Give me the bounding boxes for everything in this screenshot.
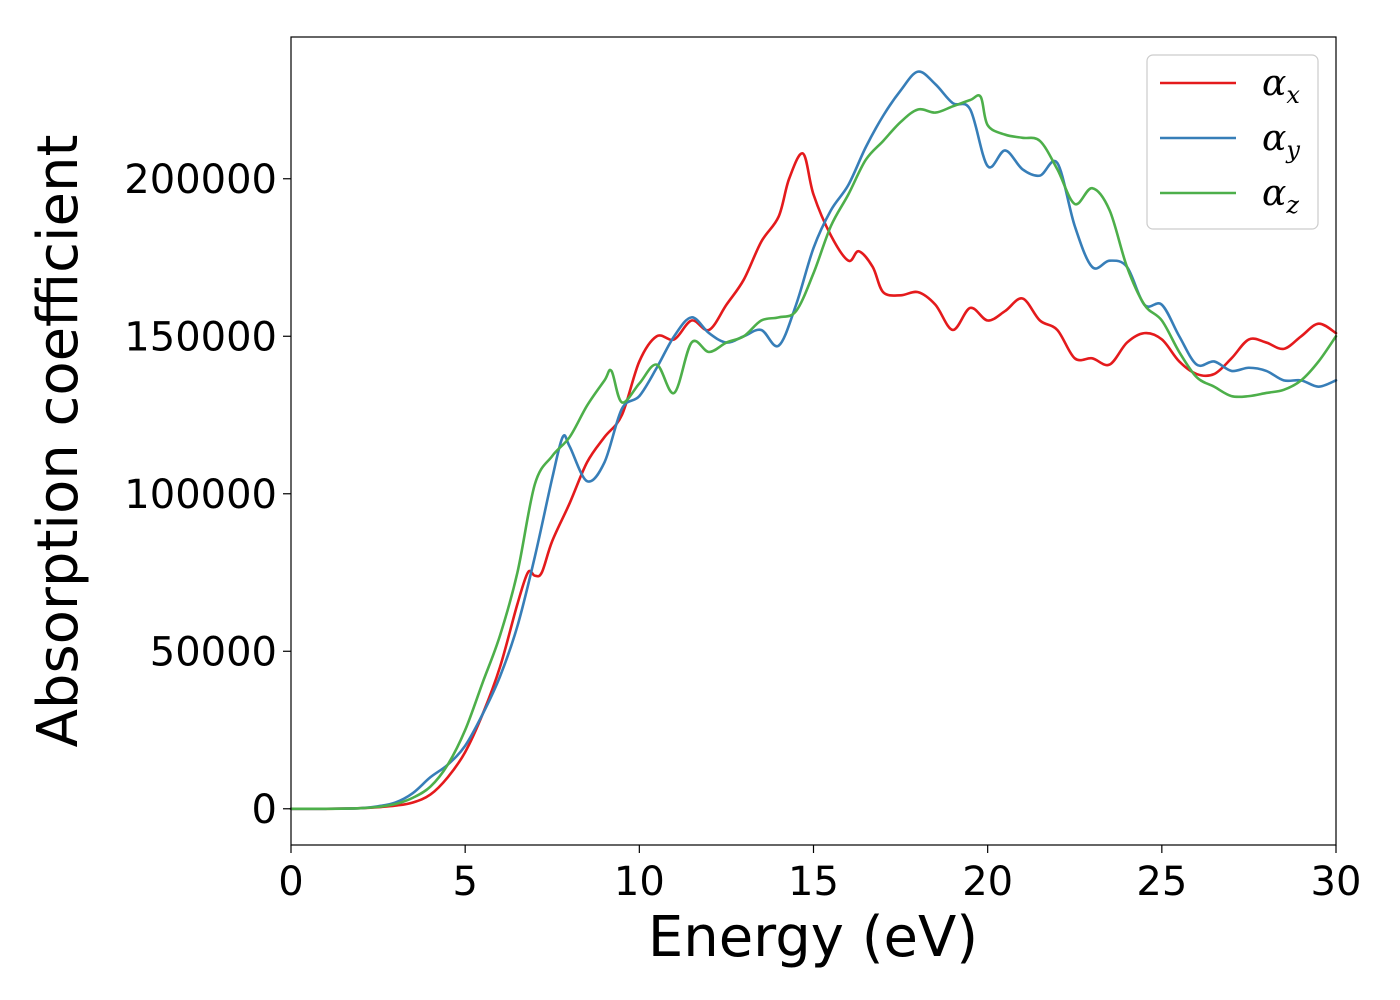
x-tick-label: 25	[1136, 859, 1187, 905]
legend: αx αy αz	[1146, 54, 1319, 230]
y-tick-label: 100000	[124, 472, 277, 518]
legend-label-x: αx	[1262, 63, 1300, 109]
x-tick-label: 0	[278, 859, 303, 905]
y-axis-title: Absorption coefficient	[26, 135, 91, 748]
y-tick-label: 200000	[124, 157, 277, 203]
legend-label-z: αz	[1262, 173, 1299, 219]
series-line-x	[289, 152, 1338, 811]
x-tick-label: 15	[788, 859, 839, 905]
x-axis: 0 5 10 15 20 25 30	[278, 845, 1361, 905]
y-tick-label: 0	[252, 787, 277, 833]
x-axis-title: Energy (eV)	[648, 905, 978, 970]
legend-label-y: αy	[1262, 118, 1300, 164]
series-line-z	[289, 94, 1338, 811]
series-layer	[289, 70, 1338, 811]
x-tick-label: 20	[962, 859, 1013, 905]
x-tick-label: 30	[1311, 859, 1362, 905]
y-tick-label: 50000	[150, 629, 277, 675]
series-line-y	[289, 70, 1338, 811]
x-tick-label: 5	[452, 859, 477, 905]
y-tick-label: 150000	[124, 314, 277, 360]
x-tick-label: 10	[614, 859, 665, 905]
legend-box	[1146, 54, 1319, 230]
y-axis: 0 50000 100000 150000 200000	[124, 157, 291, 833]
